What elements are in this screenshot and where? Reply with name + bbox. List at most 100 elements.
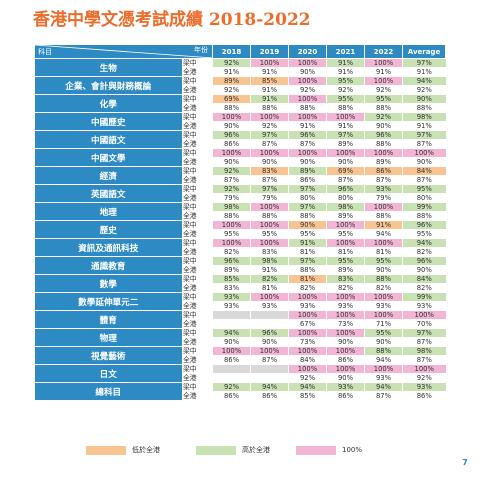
territory-label: 全港: [182, 373, 213, 383]
territory-cell: 88%: [288, 211, 327, 221]
territory-label: 全港: [182, 229, 213, 239]
territory-cell: 82%: [402, 247, 446, 257]
school-cell: 94%: [402, 76, 446, 86]
school-cell: 90%: [288, 220, 327, 230]
school-cell: 100%: [402, 310, 446, 320]
subject-name: 歷史: [34, 220, 183, 239]
subject-name: 資訊及通訊科技: [34, 238, 183, 257]
subject-name: 企業、會計與財務概論: [34, 76, 183, 95]
school-row: 地理 梁中 98% 100% 97% 98% 100% 99%: [34, 202, 446, 221]
territory-cell: 86%: [212, 355, 251, 365]
territory-cell: 94%: [364, 229, 403, 239]
school-cell: 97%: [288, 256, 327, 266]
school-row: 數學 梁中 85% 82% 81% 83% 88% 84%: [34, 274, 446, 293]
territory-cell: 95%: [326, 229, 365, 239]
territory-cell: 92%: [250, 121, 289, 131]
school-label: 梁中: [182, 112, 213, 122]
school-cell: 92%: [212, 58, 251, 68]
territory-label: 全港: [182, 319, 213, 329]
territory-cell: 92%: [402, 85, 446, 95]
territory-cell: 80%: [402, 193, 446, 203]
territory-cell: 71%: [364, 319, 403, 329]
territory-cell: 93%: [212, 301, 251, 311]
school-cell: 100%: [212, 238, 251, 248]
subject-name: 視覺藝術: [34, 346, 183, 365]
territory-row: 全港 83% 81% 82% 82% 82% 82%: [35, 283, 446, 293]
school-row: 企業、會計與財務概論 梁中 89% 85% 100% 95% 100% 94%: [34, 76, 446, 95]
territory-cell: 90%: [364, 337, 403, 347]
school-cell: 98%: [402, 346, 446, 356]
school-cell: 91%: [326, 58, 365, 68]
school-cell: 95%: [364, 94, 403, 104]
legend-item: 低於全港: [86, 444, 160, 456]
school-label: 梁中: [182, 76, 213, 86]
school-cell: 98%: [402, 112, 446, 122]
school-cell: 94%: [250, 382, 289, 392]
territory-cell: 82%: [212, 247, 251, 257]
col-header: 2020: [288, 44, 327, 59]
corner-header: 年份 科目: [34, 44, 213, 59]
school-cell: 92%: [212, 166, 251, 176]
territory-cell: 81%: [326, 247, 365, 257]
territory-cell: 73%: [326, 319, 365, 329]
territory-cell: 94%: [364, 355, 403, 365]
school-label: 梁中: [182, 184, 213, 194]
school-row: 物理 梁中 94% 96% 100% 100% 95% 97%: [34, 328, 446, 347]
page-title: 香港中學文憑考試成績 2018-2022: [33, 10, 311, 30]
school-cell: 69%: [326, 166, 365, 176]
territory-row: 全港 82% 83% 81% 81% 81% 82%: [35, 247, 446, 257]
school-label: 梁中: [182, 58, 213, 68]
territory-cell: 91%: [212, 67, 251, 77]
school-cell: 100%: [250, 220, 289, 230]
subject-name: 地理: [34, 202, 183, 221]
territory-cell: 92%: [364, 85, 403, 95]
territory-cell: 93%: [326, 301, 365, 311]
school-cell: [212, 310, 251, 320]
territory-cell: 87%: [402, 355, 446, 365]
territory-label: 全港: [182, 85, 213, 95]
school-cell: 84%: [402, 274, 446, 284]
territory-cell: 92%: [288, 373, 327, 383]
school-cell: 100%: [288, 346, 327, 356]
school-cell: 88%: [364, 274, 403, 284]
school-cell: 91%: [364, 220, 403, 230]
territory-cell: 87%: [212, 175, 251, 185]
territory-cell: [212, 373, 251, 383]
territory-cell: 89%: [326, 211, 365, 221]
school-cell: 100%: [212, 346, 251, 356]
school-label: 梁中: [182, 364, 213, 374]
territory-row: 全港 86% 87% 87% 89% 88% 87%: [35, 139, 446, 149]
territory-cell: 90%: [212, 337, 251, 347]
territory-cell: 88%: [402, 103, 446, 113]
territory-cell: 92%: [402, 373, 446, 383]
territory-label: 全港: [182, 355, 213, 365]
territory-row: 全港 88% 88% 88% 88% 88% 88%: [35, 103, 446, 113]
subject-name: 生物: [34, 58, 183, 77]
territory-row: 全港 90% 92% 91% 91% 90% 91%: [35, 121, 446, 131]
corner-subject-label: 科目: [38, 48, 52, 56]
results-table: 年份 科目 2018 2019 2020 2021 2022 Average 生…: [34, 44, 446, 401]
school-cell: 100%: [326, 148, 365, 158]
territory-label: 全港: [182, 265, 213, 275]
school-label: 梁中: [182, 328, 213, 338]
territory-cell: 90%: [288, 67, 327, 77]
school-cell: 92%: [212, 382, 251, 392]
school-cell: 90%: [402, 94, 446, 104]
territory-cell: 70%: [402, 319, 446, 329]
school-cell: 97%: [288, 202, 327, 212]
subject-name: 體育: [34, 310, 183, 329]
territory-cell: 91%: [250, 265, 289, 275]
territory-cell: 85%: [288, 391, 327, 401]
territory-cell: 86%: [288, 175, 327, 185]
territory-cell: 92%: [288, 85, 327, 95]
territory-cell: 91%: [402, 121, 446, 131]
territory-cell: 81%: [288, 247, 327, 257]
school-cell: 97%: [250, 184, 289, 194]
territory-cell: 93%: [364, 301, 403, 311]
legend-swatch: [196, 445, 236, 455]
territory-cell: 88%: [326, 103, 365, 113]
territory-cell: 95%: [288, 229, 327, 239]
school-cell: 85%: [250, 76, 289, 86]
territory-cell: 90%: [326, 157, 365, 167]
territory-cell: 79%: [250, 193, 289, 203]
